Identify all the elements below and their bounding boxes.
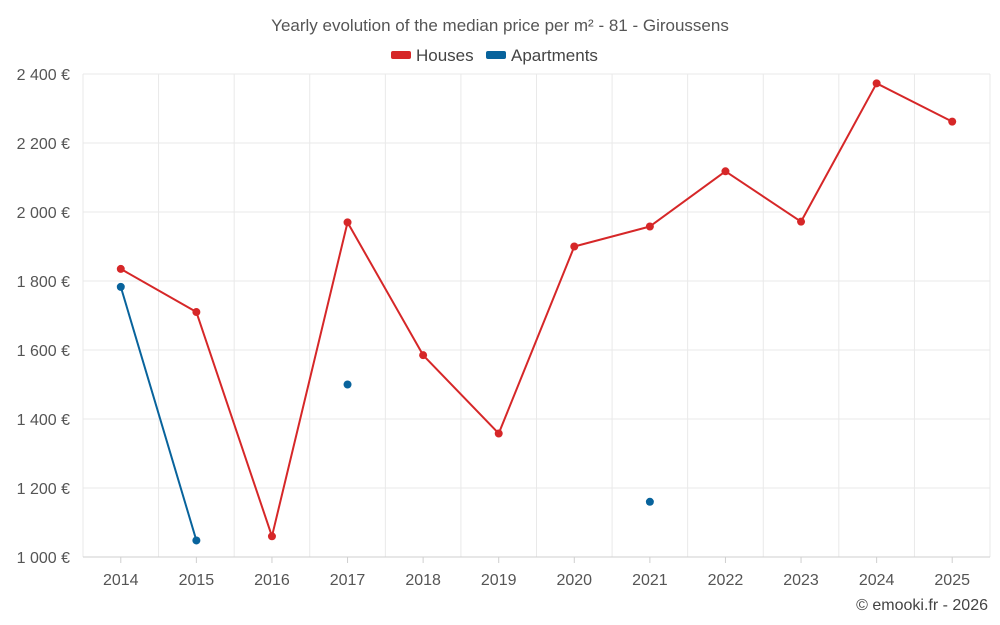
x-tick-label: 2014: [103, 572, 139, 589]
houses-point-2022[interactable]: [721, 167, 730, 176]
x-tick-label: 2018: [405, 572, 441, 589]
x-tick-label: 2025: [934, 572, 970, 589]
chart-title: Yearly evolution of the median price per…: [271, 16, 729, 35]
houses-point-2016[interactable]: [267, 532, 276, 541]
x-tick-label: 2020: [556, 572, 592, 589]
houses-point-2018[interactable]: [419, 351, 428, 360]
x-tick-label: 2015: [179, 572, 215, 589]
legend: Houses Apartments: [391, 46, 598, 65]
houses-point-2015[interactable]: [192, 308, 201, 317]
x-tick-label: 2022: [708, 572, 744, 589]
y-tick-label: 2 400 €: [17, 67, 70, 84]
houses-point-2014[interactable]: [116, 264, 125, 273]
x-axis: 2014 2015 2016 2017 2018 2019 2020 2021 2022 2023…: [83, 556, 990, 589]
houses-point-2020[interactable]: [570, 242, 579, 251]
y-tick-label: 1 200 €: [17, 481, 70, 498]
credit-text: © emooki.fr - 2026: [856, 597, 988, 614]
legend-apartments-label[interactable]: Apartments: [511, 46, 598, 65]
x-tick-label: 2024: [859, 572, 895, 589]
apartments-point-2014[interactable]: [116, 282, 125, 291]
x-tick-label: 2021: [632, 572, 668, 589]
y-tick-label: 1 800 €: [17, 274, 70, 291]
apartments-point-2021[interactable]: [645, 497, 654, 506]
x-tick-label: 2019: [481, 572, 517, 589]
y-tick-label: 1 600 €: [17, 343, 70, 360]
y-tick-label: 2 200 €: [17, 136, 70, 153]
y-tick-label: 2 000 €: [17, 205, 70, 222]
y-tick-label: 1 000 €: [17, 550, 70, 567]
y-tick-label: 1 400 €: [17, 412, 70, 429]
apartments-line: [119, 286, 198, 541]
houses-line: [120, 82, 953, 538]
houses-point-2021[interactable]: [645, 222, 654, 231]
houses-point-2025[interactable]: [948, 117, 957, 126]
apartments-point-2015[interactable]: [192, 536, 201, 545]
series: [116, 79, 957, 545]
legend-houses-swatch: [391, 51, 411, 59]
legend-apartments-swatch: [486, 51, 506, 59]
legend-houses-label[interactable]: Houses: [416, 46, 474, 65]
x-tick-label: 2016: [254, 572, 290, 589]
houses-point-2024[interactable]: [872, 79, 881, 88]
houses-point-2023[interactable]: [797, 217, 806, 226]
apartments-point-2017[interactable]: [343, 380, 352, 389]
houses-point-2019[interactable]: [494, 429, 503, 438]
y-axis: 1 000 € 1 200 € 1 400 € 1 600 € 1 800 € 2 000…: [17, 67, 70, 567]
x-tick-label: 2017: [330, 572, 366, 589]
grid: [82, 73, 991, 557]
houses-point-2017[interactable]: [343, 218, 352, 227]
x-tick-label: 2023: [783, 572, 819, 589]
